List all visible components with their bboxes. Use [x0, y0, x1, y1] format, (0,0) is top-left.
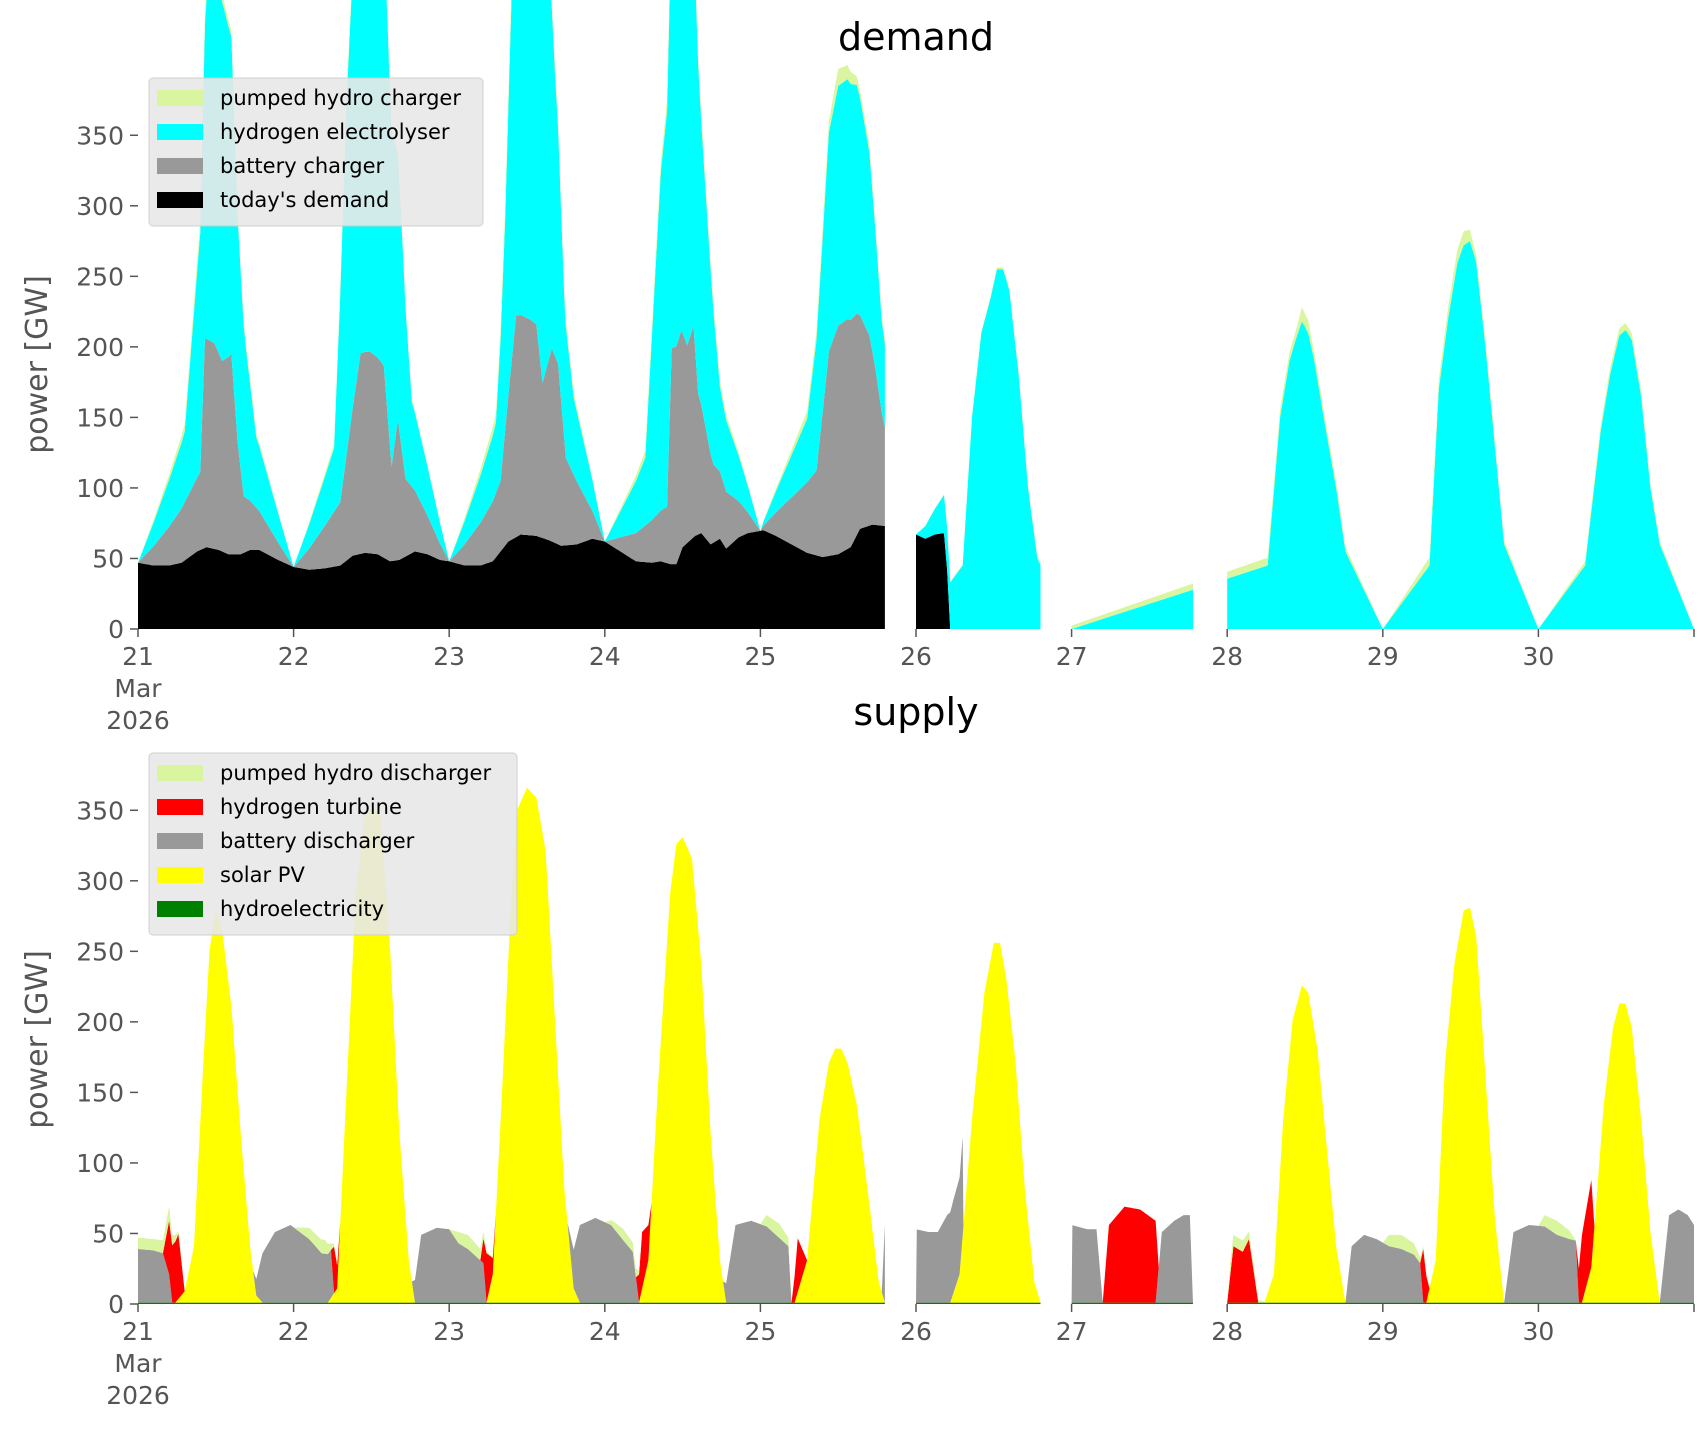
area-solar-pv [138, 787, 1694, 1303]
x-tick-label: 28 [1211, 1317, 1243, 1346]
x-tick-label: 25 [744, 1317, 776, 1346]
y-tick-label: 300 [76, 192, 124, 221]
chart-title: demand [838, 15, 994, 59]
area-hydrogen-electrolyser [138, 0, 1694, 629]
legend-swatch-hydrogen-turbine [157, 799, 203, 815]
x-tick-label: 27 [1056, 1317, 1088, 1346]
area-layers [138, 787, 1694, 1304]
area-layers [138, 0, 1694, 629]
legend-swatch-hydroelectricity [157, 901, 203, 917]
y-tick-label: 50 [92, 544, 124, 573]
y-tick-label: 100 [76, 1149, 124, 1178]
x-tick-sublabel: Mar [114, 674, 162, 703]
x-tick-label: 30 [1522, 1317, 1554, 1346]
y-tick-label: 200 [76, 333, 124, 362]
legend-label-hydroelectricity: hydroelectricity [220, 897, 384, 921]
y-tick-label: 350 [76, 796, 124, 825]
y-axis-label: power [GW] [20, 950, 55, 1129]
x-tick-label: 29 [1367, 642, 1399, 671]
y-tick-label: 250 [76, 937, 124, 966]
legend-label-today-s-demand: today's demand [220, 188, 389, 212]
y-tick-label: 200 [76, 1008, 124, 1037]
x-tick-label: 27 [1056, 642, 1088, 671]
y-tick-label: 300 [76, 867, 124, 896]
x-tick-label: 23 [433, 1317, 465, 1346]
legend-label-battery-discharger: battery discharger [220, 829, 415, 853]
legend-swatch-solar-pv [157, 867, 203, 883]
legend-swatch-pumped-hydro-charger [157, 90, 203, 106]
legend-swatch-today-s-demand [157, 192, 203, 208]
legend-label-pumped-hydro-discharger: pumped hydro discharger [220, 761, 491, 785]
y-tick-label: 0 [108, 615, 124, 644]
x-tick-label: 21 [122, 642, 154, 671]
x-tick-label: 21 [122, 1317, 154, 1346]
legend-label-hydrogen-electrolyser: hydrogen electrolyser [220, 120, 450, 144]
area-battery-charger [138, 313, 1694, 629]
x-tick-label: 29 [1367, 1317, 1399, 1346]
legend: pumped hydro discharger hydrogen turbine b… [148, 752, 518, 936]
x-tick-label: 24 [589, 1317, 621, 1346]
legend-box [148, 752, 518, 936]
x-tick-label: 24 [589, 642, 621, 671]
y-tick-label: 150 [76, 403, 124, 432]
legend-swatch-pumped-hydro-discharger [157, 765, 203, 781]
y-tick-label: 250 [76, 262, 124, 291]
legend-label-hydrogen-turbine: hydrogen turbine [220, 795, 402, 819]
chart-title: supply [853, 690, 978, 734]
y-tick-label: 100 [76, 474, 124, 503]
y-tick-label: 350 [76, 121, 124, 150]
x-tick-label: 26 [900, 642, 932, 671]
legend: pumped hydro charger hydrogen electrolyse… [148, 77, 484, 227]
x-tick-label: 22 [278, 1317, 310, 1346]
x-tick-label: 30 [1522, 642, 1554, 671]
demand-chart: demand power [GW] 0 50 100 150 200 250 300 350 21 M… [20, 0, 1695, 735]
area-hydroelectricity [138, 1302, 1694, 1304]
legend-swatch-hydrogen-electrolyser [157, 124, 203, 140]
legend-label-pumped-hydro-charger: pumped hydro charger [220, 86, 461, 110]
x-tick-label: 23 [433, 642, 465, 671]
legend-box [148, 77, 484, 227]
x-tick-label: 25 [744, 642, 776, 671]
area-today-s-demand [138, 524, 1694, 629]
y-axis-label: power [GW] [20, 275, 55, 454]
x-tick-sublabel: 2026 [106, 1381, 170, 1410]
legend-label-battery-charger: battery charger [220, 154, 385, 178]
legend-swatch-battery-discharger [157, 833, 203, 849]
y-tick-label: 0 [108, 1290, 124, 1319]
legend-swatch-battery-charger [157, 158, 203, 174]
legend-label-solar-pv: solar PV [220, 863, 305, 887]
y-tick-label: 50 [92, 1219, 124, 1248]
supply-chart: supply power [GW] 0 50 100 150 200 250 300 350 21 M… [20, 690, 1695, 1410]
x-tick-label: 22 [278, 642, 310, 671]
area-battery-discharger [138, 787, 1694, 1303]
x-tick-sublabel: 2026 [106, 706, 170, 735]
x-tick-sublabel: Mar [114, 1349, 162, 1378]
x-tick-label: 26 [900, 1317, 932, 1346]
x-tick-label: 28 [1211, 642, 1243, 671]
y-tick-label: 150 [76, 1078, 124, 1107]
